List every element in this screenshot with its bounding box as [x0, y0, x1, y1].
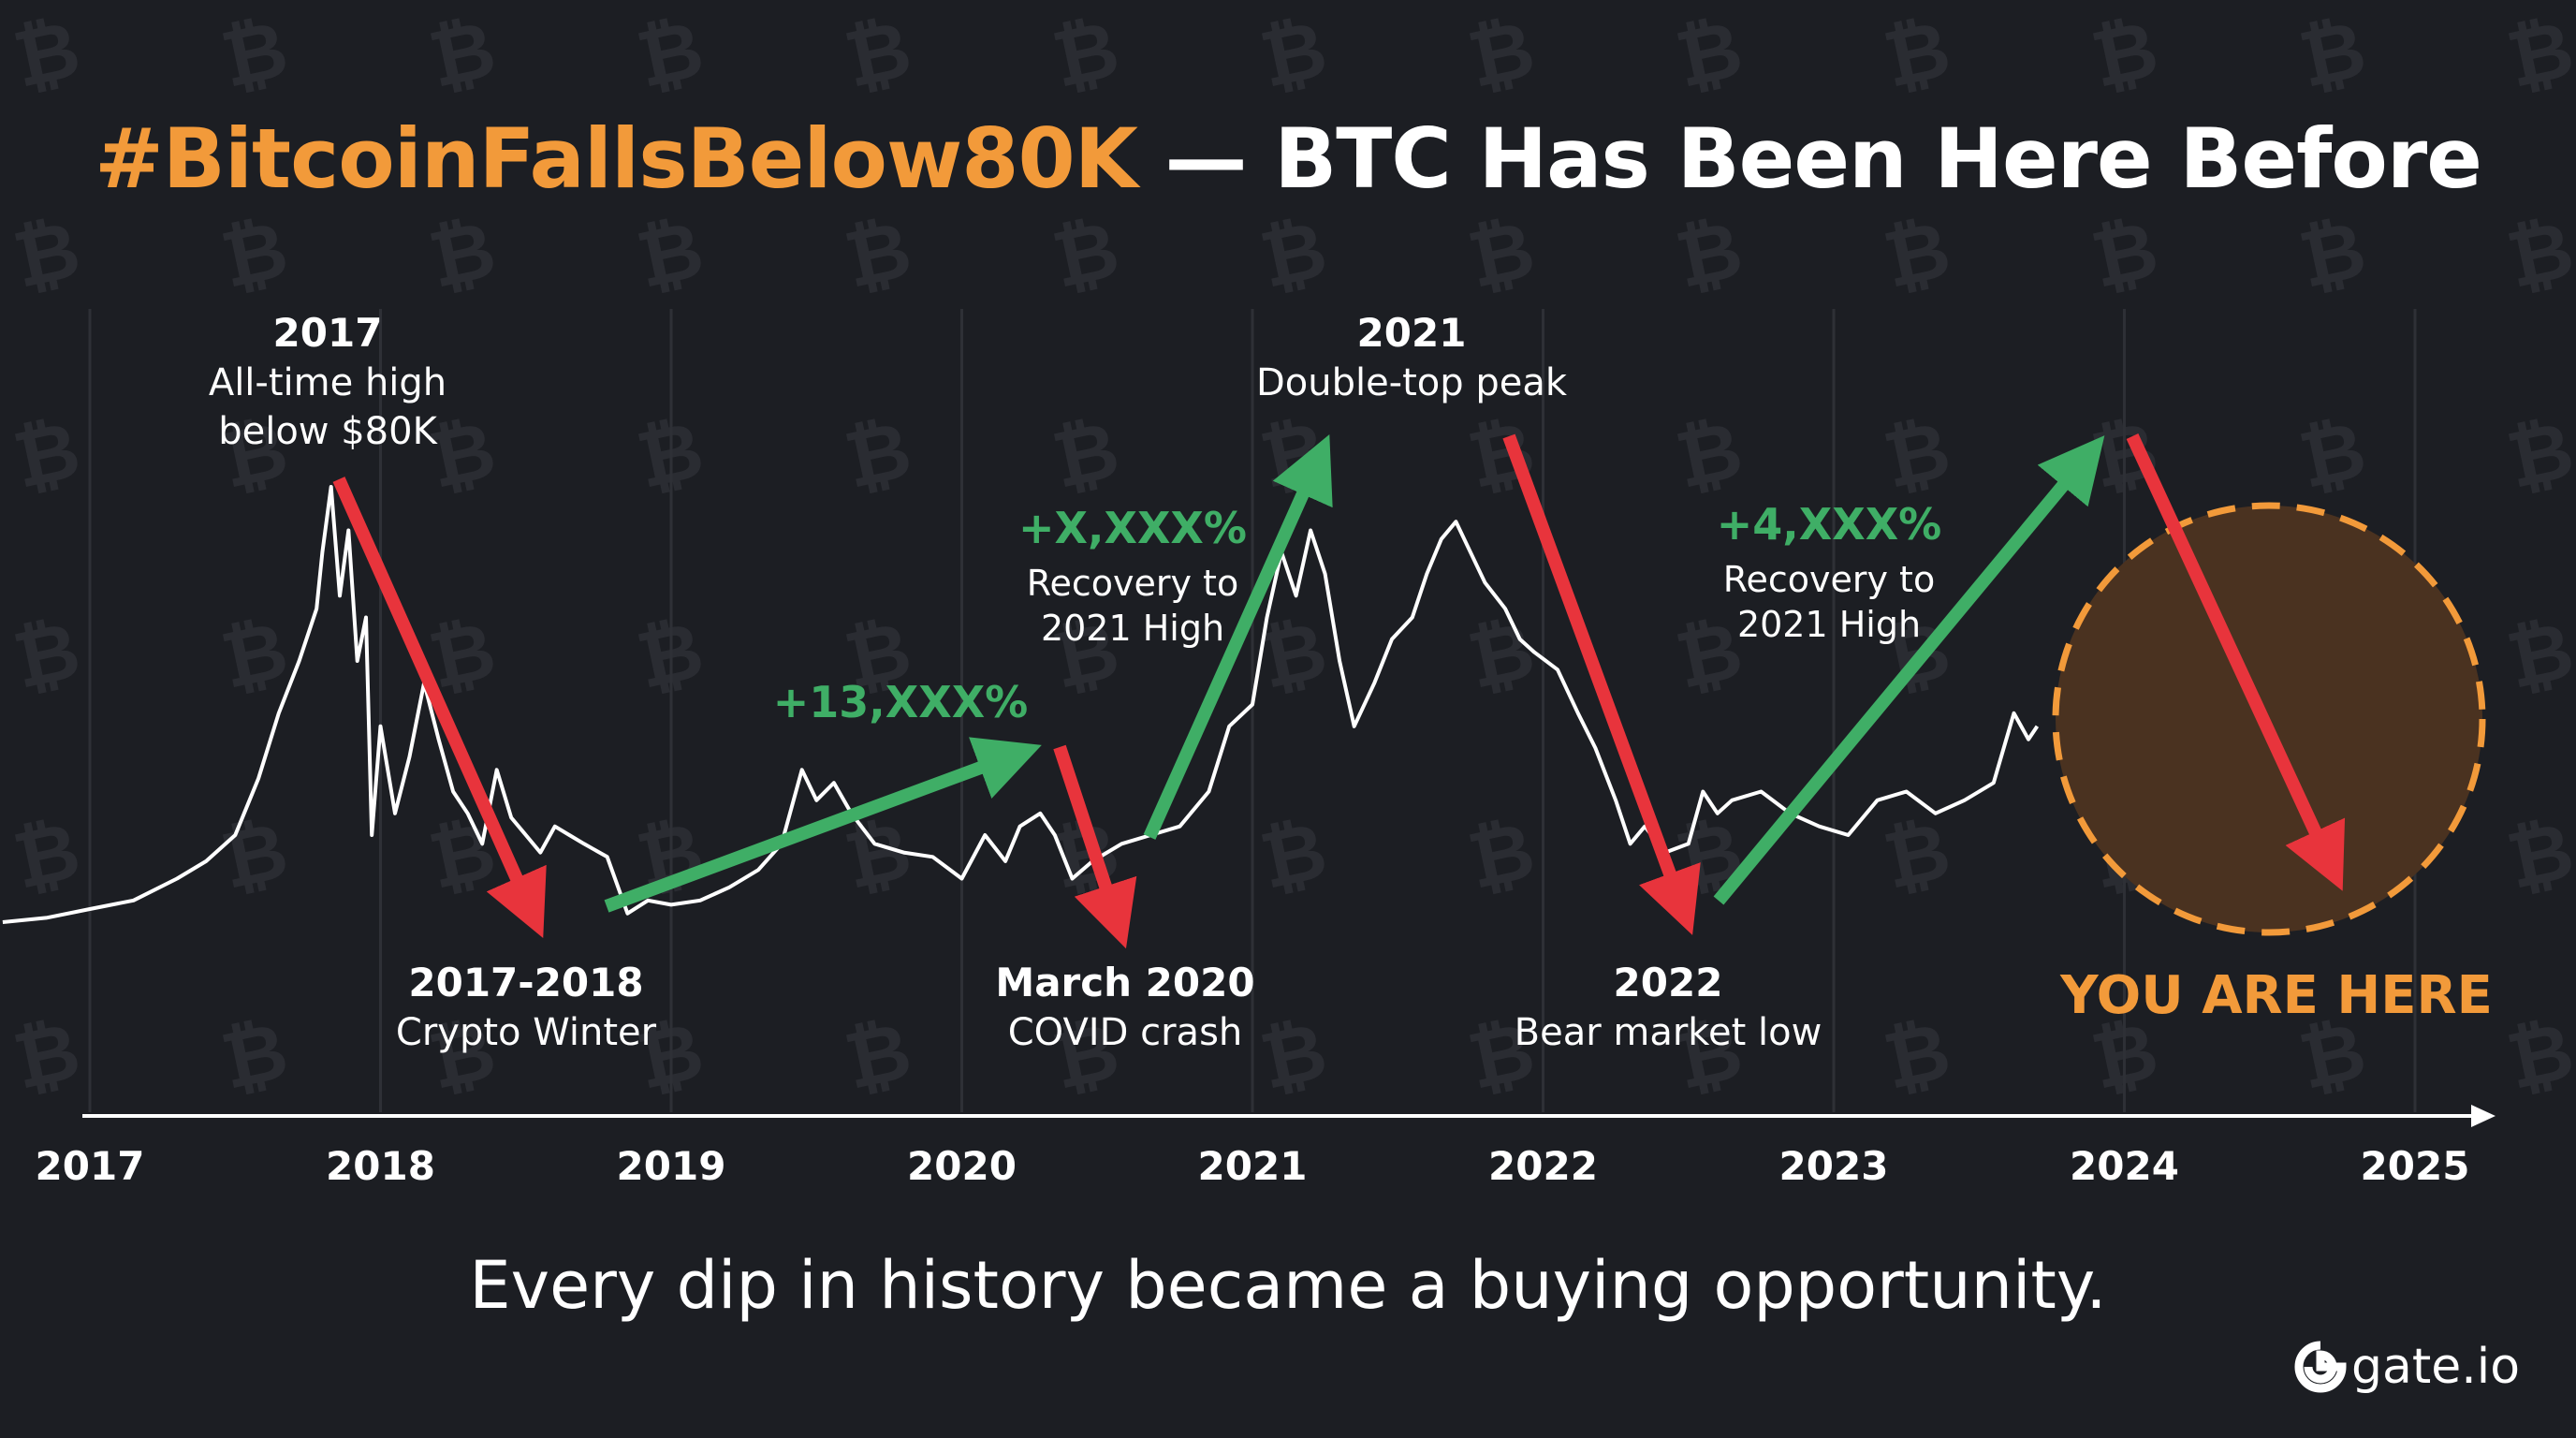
- bitcoin-icon: ₿: [1460, 604, 1542, 707]
- page-title: #BitcoinFallsBelow80K — BTC Has Been Her…: [0, 110, 2576, 207]
- x-axis-arrow-icon: [2471, 1105, 2496, 1127]
- bitcoin-icon: ₿: [6, 1005, 87, 1108]
- x-tick-labels: 2017 2018 2019 2020 2021 2022 2023 2024 2025: [36, 1143, 2470, 1189]
- bitcoin-icon: ₿: [6, 3, 87, 106]
- bitcoin-icon: ₿: [213, 1005, 295, 1108]
- bitcoin-icon: ₿: [1252, 203, 1334, 306]
- brand-name: gate.io: [2351, 1339, 2521, 1395]
- bitcoin-icon: ₿: [6, 804, 87, 907]
- label-winter-year: 2017-2018: [408, 960, 643, 1005]
- bitcoin-icon: ₿: [837, 404, 918, 506]
- bitcoin-icon: ₿: [213, 3, 295, 106]
- label-gain-13: +13,XXX%: [773, 677, 1029, 727]
- bitcoin-icon: ₿: [1876, 804, 1957, 907]
- arrow-2019-rally: [604, 737, 1042, 913]
- arrow-covid-crash: [1053, 744, 1137, 949]
- bitcoin-icon: ₿: [1045, 404, 1126, 506]
- label-2022-year: 2022: [1614, 960, 1723, 1005]
- bitcoin-icon: ₿: [2499, 203, 2576, 306]
- label-gain-x-line1: Recovery to: [1027, 563, 1238, 604]
- label-2017-line2: below $80K: [218, 410, 438, 453]
- bitcoin-icon: ₿: [837, 203, 918, 306]
- bitcoin-icon: ₿: [629, 3, 710, 106]
- title-hashtag: #BitcoinFallsBelow80K: [95, 110, 1138, 207]
- x-tick-2022: 2022: [1488, 1143, 1598, 1189]
- tagline: Every dip in history became a buying opp…: [469, 1247, 2107, 1324]
- bitcoin-icon: ₿: [213, 804, 295, 907]
- bitcoin-icon: ₿: [213, 604, 295, 707]
- bitcoin-icon: ₿: [421, 203, 503, 306]
- bitcoin-icon: ₿: [2291, 3, 2373, 106]
- bitcoin-icon: ₿: [1460, 3, 1542, 106]
- label-2017-year: 2017: [273, 310, 383, 356]
- x-tick-2025: 2025: [2361, 1143, 2470, 1189]
- x-tick-2019: 2019: [617, 1143, 726, 1189]
- label-gain-4-line2: 2021 High: [1737, 604, 1921, 645]
- bitcoin-icon: ₿: [2499, 604, 2576, 707]
- bitcoin-icon: ₿: [6, 203, 87, 306]
- bitcoin-icon: ₿: [1460, 203, 1542, 306]
- vertical-gridlines: [88, 309, 2417, 1112]
- bitcoin-icon: ₿: [1668, 404, 1749, 506]
- x-tick-2017: 2017: [36, 1143, 145, 1189]
- bitcoin-icon: ₿: [1460, 804, 1542, 907]
- bitcoin-icon: ₿: [1045, 203, 1126, 306]
- bitcoin-icon: ₿: [1668, 3, 1749, 106]
- bitcoin-icon: ₿: [6, 604, 87, 707]
- arrow-2020-rally: [1143, 434, 1333, 840]
- gate-logo-icon: [2294, 1341, 2347, 1393]
- x-tick-2018: 2018: [326, 1143, 435, 1189]
- bitcoin-icon: ₿: [1876, 3, 1957, 106]
- arrow-2017-crash: [332, 477, 547, 938]
- label-2021-year: 2021: [1357, 310, 1467, 356]
- label-2017-line1: All-time high: [209, 361, 446, 404]
- x-tick-2021: 2021: [1198, 1143, 1308, 1189]
- x-tick-2023: 2023: [1779, 1143, 1889, 1189]
- arrow-2022-crash: [1502, 433, 1701, 935]
- bitcoin-icon: ₿: [1876, 404, 1957, 506]
- bitcoin-icon: ₿: [1252, 804, 1334, 907]
- bitcoin-icon: ₿: [629, 203, 710, 306]
- label-2022-line1: Bear market low: [1515, 1011, 1822, 1054]
- btc-price-line: [2, 485, 2040, 924]
- label-gain-x: +X,XXX%: [1018, 503, 1247, 553]
- bitcoin-icon: ₿: [2084, 3, 2165, 106]
- bitcoin-icon: ₿: [213, 203, 295, 306]
- you-are-here-label: YOU ARE HERE: [2059, 965, 2493, 1026]
- bitcoin-icon: ₿: [1252, 404, 1334, 506]
- bitcoin-icon: ₿: [1668, 203, 1749, 306]
- bitcoin-icon: ₿: [1252, 3, 1334, 106]
- bitcoin-icon: ₿: [2499, 804, 2576, 907]
- label-gain-x-line2: 2021 High: [1041, 608, 1224, 649]
- bitcoin-icon: ₿: [2291, 404, 2373, 506]
- bitcoin-icon: ₿: [2499, 3, 2576, 106]
- label-covid-line1: COVID crash: [1008, 1011, 1243, 1054]
- label-2021-line1: Double-top peak: [1256, 361, 1568, 404]
- label-gain-4-line1: Recovery to: [1723, 559, 1935, 600]
- brand-logo: gate.io: [2293, 1334, 2521, 1400]
- label-winter-line1: Crypto Winter: [396, 1011, 657, 1054]
- bitcoin-icon: ₿: [2291, 203, 2373, 306]
- bitcoin-icon: ₿: [6, 404, 87, 506]
- bitcoin-icon: ₿: [837, 1005, 918, 1108]
- bitcoin-icon: ₿: [2084, 203, 2165, 306]
- bitcoin-icon: ₿: [2499, 404, 2576, 506]
- bitcoin-icon: ₿: [1876, 203, 1957, 306]
- bitcoin-icon: ₿: [1876, 1005, 1957, 1108]
- label-covid-year: March 2020: [995, 960, 1254, 1005]
- label-gain-4: +4,XXX%: [1717, 499, 1942, 550]
- bitcoin-icon: ₿: [2499, 1005, 2576, 1108]
- bitcoin-icon: ₿: [837, 3, 918, 106]
- x-tick-2020: 2020: [907, 1143, 1017, 1189]
- bitcoin-icon: ₿: [1045, 3, 1126, 106]
- arrow-2023-rally: [1713, 435, 2105, 905]
- bitcoin-icon: ₿: [421, 3, 503, 106]
- bitcoin-icon: ₿: [1252, 1005, 1334, 1108]
- title-rest: — BTC Has Been Here Before: [1136, 110, 2482, 207]
- x-tick-2024: 2024: [2070, 1143, 2179, 1189]
- arrow-now-drop: [2126, 433, 2346, 891]
